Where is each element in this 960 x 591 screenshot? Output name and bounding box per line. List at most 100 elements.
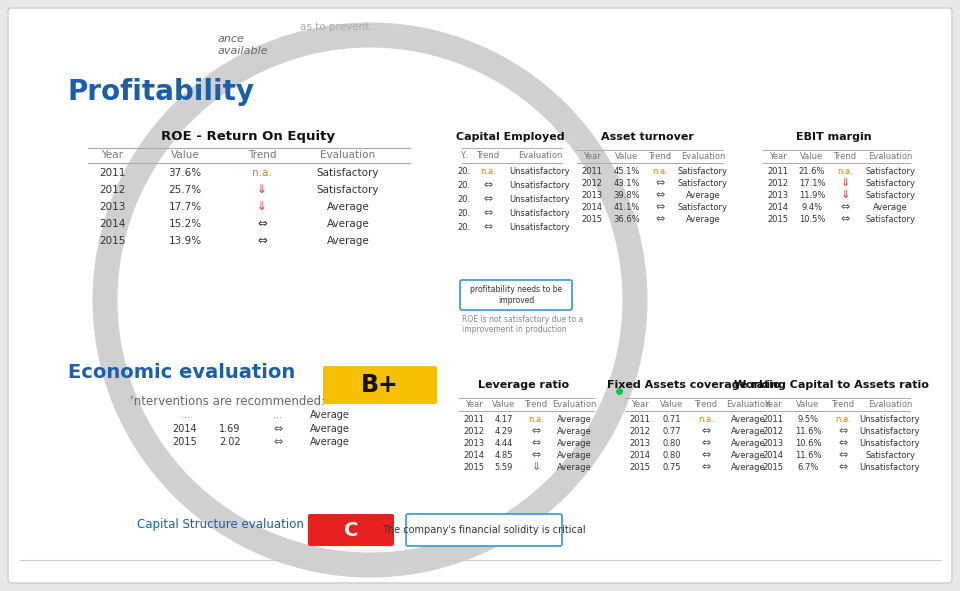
Text: Capital Employed: Capital Employed (456, 132, 564, 142)
Text: Satisfactory: Satisfactory (865, 191, 915, 200)
Text: ⇔: ⇔ (257, 234, 267, 247)
Text: Average: Average (326, 219, 370, 229)
Text: 1.69: 1.69 (219, 424, 241, 434)
Text: 17.7%: 17.7% (168, 202, 202, 212)
Text: Evaluation: Evaluation (517, 151, 563, 160)
Text: Satisfactory: Satisfactory (678, 179, 728, 188)
Text: Value: Value (492, 400, 516, 409)
Text: 43.1%: 43.1% (613, 179, 640, 188)
Text: Unsatisfactory: Unsatisfactory (510, 167, 570, 176)
Text: 5.59: 5.59 (494, 463, 514, 472)
Text: ⇓: ⇓ (257, 183, 267, 196)
Text: 2014: 2014 (464, 451, 485, 460)
Text: n.a.: n.a. (652, 167, 668, 176)
Text: Value: Value (797, 400, 820, 409)
FancyBboxPatch shape (406, 514, 562, 546)
Text: 4.85: 4.85 (494, 451, 514, 460)
Text: Average: Average (557, 463, 591, 472)
Text: Year: Year (631, 400, 649, 409)
Text: Year: Year (764, 400, 781, 409)
Text: Trend: Trend (831, 400, 854, 409)
Text: Unsatisfactory: Unsatisfactory (510, 181, 570, 190)
Text: 2012: 2012 (99, 185, 125, 195)
Text: Year: Year (466, 400, 483, 409)
Text: Y..: Y.. (460, 151, 468, 160)
Text: ⇔: ⇔ (531, 426, 540, 436)
Text: 2013: 2013 (99, 202, 125, 212)
Text: ...: ... (274, 410, 282, 420)
Text: 6.7%: 6.7% (798, 463, 819, 472)
Text: 17.1%: 17.1% (799, 179, 826, 188)
Text: Average: Average (685, 191, 720, 200)
Text: Working Capital to Assets ratio: Working Capital to Assets ratio (733, 380, 928, 390)
Text: 2012: 2012 (767, 179, 788, 188)
Text: 20.: 20. (457, 167, 470, 176)
Text: Unsatisfactory: Unsatisfactory (510, 223, 570, 232)
Text: n.a.: n.a. (837, 167, 852, 176)
Text: 2012: 2012 (630, 427, 651, 436)
Text: Year: Year (769, 152, 787, 161)
Text: Average: Average (557, 415, 591, 424)
Text: 10.6%: 10.6% (795, 439, 821, 448)
Text: Average: Average (310, 410, 350, 420)
FancyBboxPatch shape (323, 366, 437, 404)
Text: Unsatisfactory: Unsatisfactory (860, 415, 921, 424)
Text: 45.1%: 45.1% (613, 167, 640, 176)
Text: Average: Average (731, 463, 765, 472)
Text: 2014: 2014 (762, 451, 783, 460)
Text: Economic evaluation: Economic evaluation (68, 363, 296, 382)
Text: 2011: 2011 (99, 168, 125, 178)
Text: Average: Average (310, 424, 350, 434)
Text: 36.6%: 36.6% (613, 215, 640, 224)
Text: Trend: Trend (476, 151, 499, 160)
Text: ’nterventions are recommended:: ’nterventions are recommended: (130, 395, 325, 408)
Text: ROE is not satisfactory due to a
improvement in production: ROE is not satisfactory due to a improve… (462, 315, 584, 335)
Text: ⇓: ⇓ (257, 200, 267, 213)
Text: 2.02: 2.02 (219, 437, 241, 447)
Text: 2014: 2014 (630, 451, 651, 460)
Text: 2012: 2012 (464, 427, 485, 436)
Text: 20.: 20. (457, 209, 470, 218)
Text: 0.80: 0.80 (662, 451, 682, 460)
Text: 15.2%: 15.2% (168, 219, 202, 229)
Text: profitability needs to be
improved: profitability needs to be improved (470, 285, 562, 305)
Text: ance: ance (218, 34, 245, 44)
Text: Satisfactory: Satisfactory (317, 185, 379, 195)
Text: Unsatisfactory: Unsatisfactory (860, 427, 921, 436)
Text: ⇔: ⇔ (656, 214, 664, 224)
Text: 13.9%: 13.9% (168, 236, 202, 246)
Text: Average: Average (873, 203, 907, 212)
Text: 2011: 2011 (630, 415, 651, 424)
Text: 11.9%: 11.9% (799, 191, 826, 200)
Text: ...: ... (180, 410, 189, 420)
Text: 2013: 2013 (767, 191, 788, 200)
Text: Value: Value (801, 152, 824, 161)
Text: 9.5%: 9.5% (798, 415, 819, 424)
Text: 2015: 2015 (464, 463, 485, 472)
Text: ⇔: ⇔ (257, 217, 267, 230)
Text: 20.: 20. (457, 181, 470, 190)
Text: ⇔: ⇔ (838, 438, 848, 448)
Text: 2014: 2014 (582, 203, 603, 212)
Text: 41.1%: 41.1% (613, 203, 640, 212)
Text: Satisfactory: Satisfactory (865, 179, 915, 188)
Text: Satisfactory: Satisfactory (865, 451, 915, 460)
Text: Average: Average (557, 439, 591, 448)
Text: Trend: Trend (248, 150, 276, 160)
Text: 2015: 2015 (173, 437, 198, 447)
Text: Trend: Trend (524, 400, 547, 409)
Text: ⇔: ⇔ (840, 214, 850, 224)
Text: Value: Value (660, 400, 684, 409)
Text: ⇔: ⇔ (702, 462, 710, 472)
Text: 4.44: 4.44 (494, 439, 514, 448)
Text: Average: Average (310, 437, 350, 447)
Text: Fixed Assets coverage ratio: Fixed Assets coverage ratio (607, 380, 780, 390)
Text: Trend: Trend (648, 152, 672, 161)
Text: Value: Value (171, 150, 200, 160)
FancyBboxPatch shape (308, 514, 394, 546)
Text: 4.29: 4.29 (494, 427, 514, 436)
Text: 2013: 2013 (582, 191, 603, 200)
Text: Unsatisfactory: Unsatisfactory (860, 439, 921, 448)
Text: 2012: 2012 (582, 179, 603, 188)
Text: Satisfactory: Satisfactory (865, 215, 915, 224)
